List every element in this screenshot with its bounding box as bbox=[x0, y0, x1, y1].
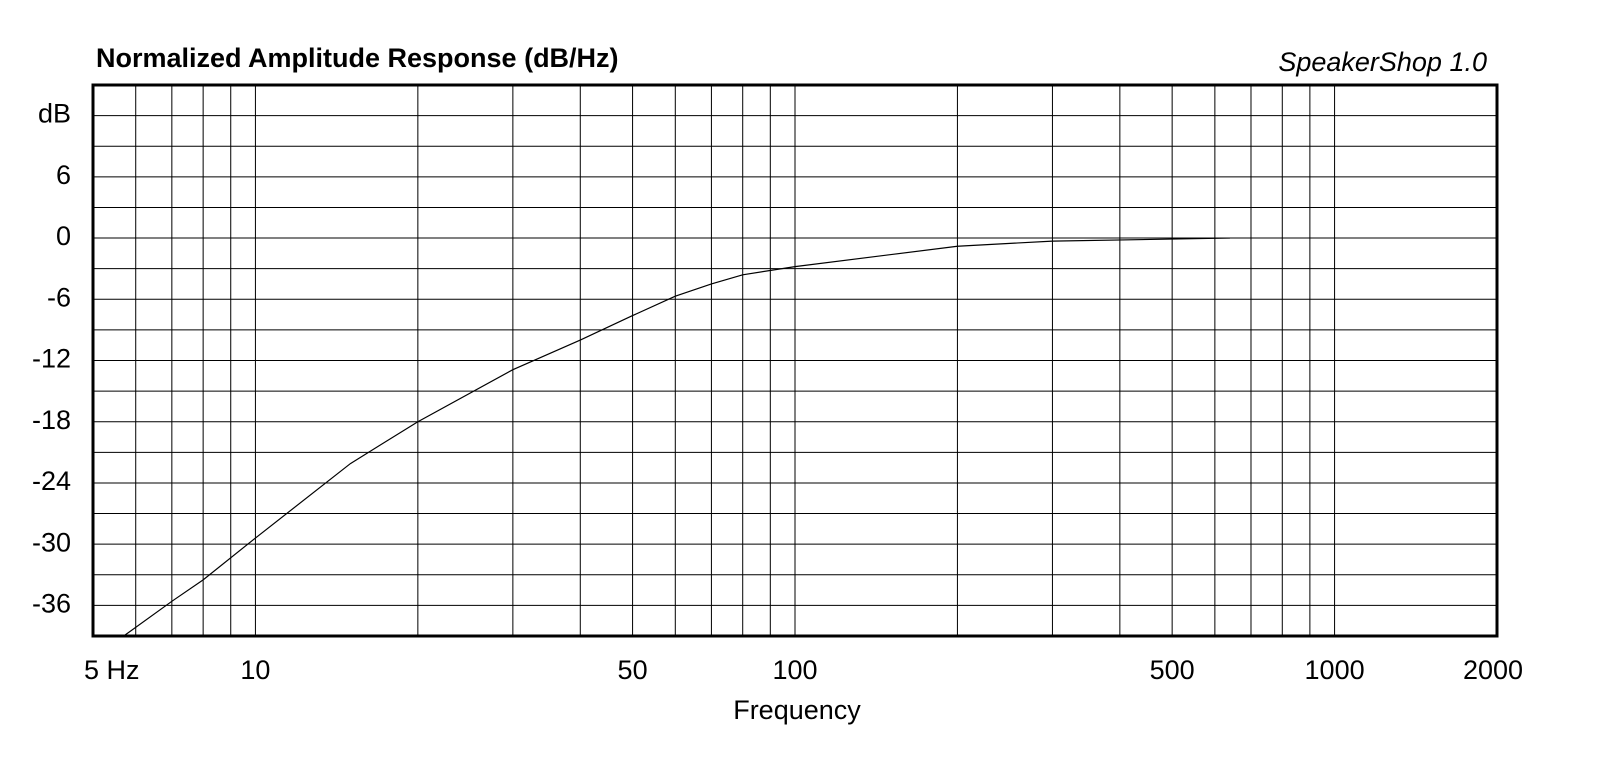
x-tick-label: 10 bbox=[240, 655, 270, 685]
y-tick-label: -18 bbox=[32, 405, 71, 435]
chart-subtitle: SpeakerShop 1.0 bbox=[1278, 47, 1487, 77]
x-tick-label: 500 bbox=[1150, 655, 1195, 685]
y-tick-label: -12 bbox=[32, 344, 71, 374]
plot-frame bbox=[91, 83, 1499, 638]
y-tick-label: 0 bbox=[56, 221, 71, 251]
y-tick-label: -6 bbox=[47, 282, 71, 312]
y-tick-label: 6 bbox=[56, 160, 71, 190]
response-line bbox=[123, 237, 1231, 637]
x-tick-label: 2000 bbox=[1463, 655, 1523, 685]
y-tick-label: -30 bbox=[32, 527, 71, 557]
y-tick-label: -36 bbox=[32, 589, 71, 619]
x-tick-label: 100 bbox=[772, 655, 817, 685]
x-tick-label: 50 bbox=[618, 655, 648, 685]
x-tick-label: 1000 bbox=[1305, 655, 1365, 685]
x-axis-label: Frequency bbox=[733, 695, 861, 725]
chart-title: Normalized Amplitude Response (dB/Hz) bbox=[96, 43, 619, 73]
x-tick-label: 5 Hz bbox=[84, 655, 140, 685]
y-tick-label: -24 bbox=[32, 466, 71, 496]
y-tick-label: dB bbox=[38, 99, 71, 129]
